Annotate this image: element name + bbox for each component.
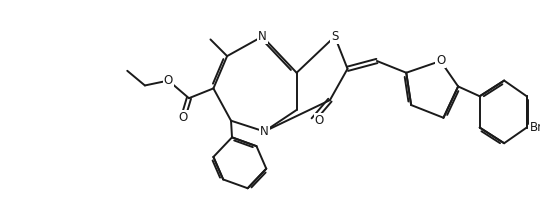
Text: N: N (258, 30, 267, 43)
Text: O: O (436, 55, 445, 67)
Text: Br: Br (530, 121, 540, 134)
Text: S: S (331, 30, 339, 43)
Text: N: N (260, 125, 269, 138)
Text: O: O (178, 111, 188, 124)
Text: O: O (164, 74, 173, 87)
Text: O: O (314, 114, 324, 127)
